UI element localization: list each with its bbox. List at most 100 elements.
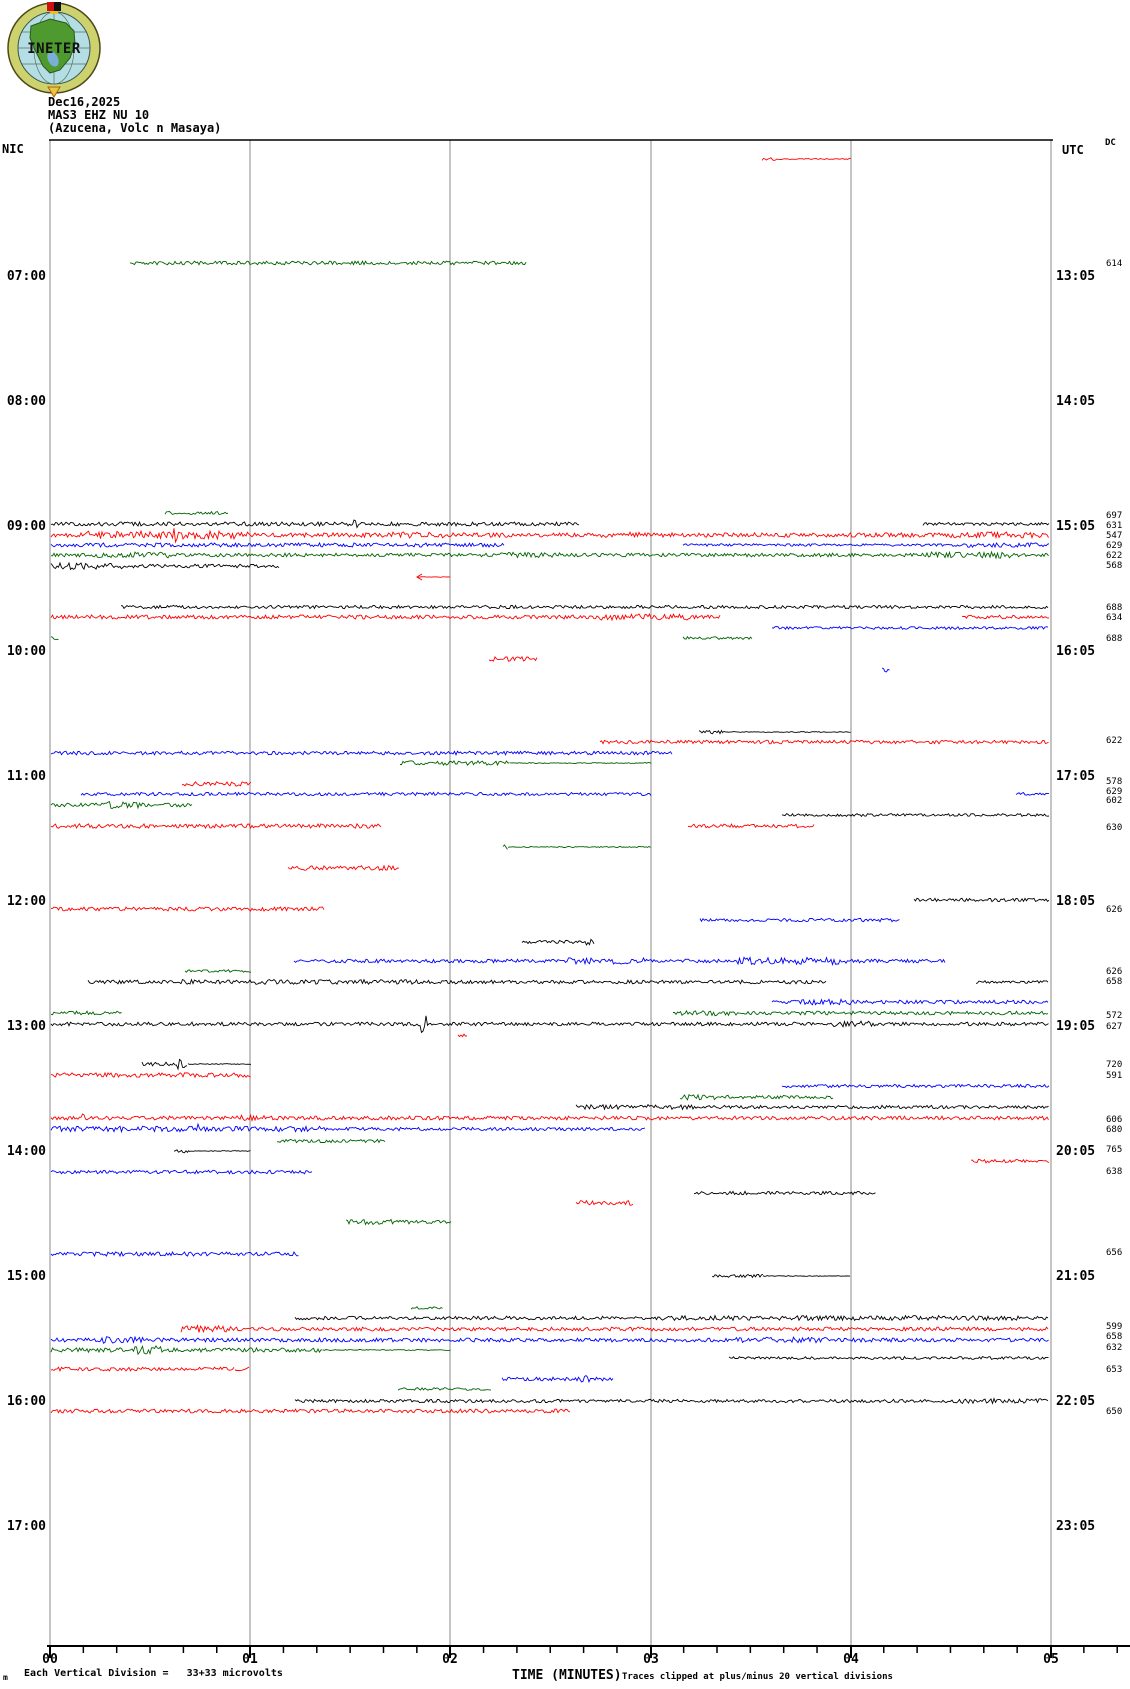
seismo-trace (345, 1218, 452, 1226)
scale-text: Each Vertical Division = (24, 1668, 169, 1679)
dc-offset-value: 631 (1106, 521, 1123, 531)
scale-value: 33+33 microvolts (186, 1668, 283, 1679)
logo-lake (47, 51, 59, 67)
seismo-trace (184, 969, 252, 973)
seismo-trace (913, 897, 1050, 903)
seismo-trace (181, 781, 252, 787)
seismo-trace (575, 1199, 634, 1206)
trace-arrow-left (416, 573, 423, 581)
seismo-trace (50, 1408, 571, 1414)
logo-flag-red (47, 2, 54, 11)
utc-time-label: 15:05 (1056, 519, 1096, 534)
seismo-trace (294, 1314, 1049, 1322)
seismo-trace (50, 550, 1049, 560)
utc-time-label: 13:05 (1056, 269, 1096, 284)
dc-offset-value: 630 (1106, 823, 1123, 833)
dc-offset-value: 658 (1106, 977, 1123, 987)
header-date: Dec16,2025 (48, 95, 121, 109)
local-time-label: 09:00 (6, 519, 46, 534)
seismo-trace (293, 956, 946, 967)
local-time-label: 10:00 (6, 644, 46, 659)
dc-offset-value: 656 (1106, 1248, 1123, 1258)
local-time-label: 15:00 (6, 1269, 46, 1284)
seismo-trace (50, 528, 1049, 544)
seismo-trace (80, 791, 652, 797)
seismo-trace (50, 1335, 1049, 1344)
dc-offset-value: 688 (1106, 634, 1123, 644)
seismo-trace (728, 1355, 1049, 1360)
seismo-trace (50, 519, 580, 529)
seismo-trace (502, 844, 508, 850)
scale-spacer (169, 1668, 187, 1679)
seismo-trace (410, 1306, 443, 1310)
utc-time-label: 19:05 (1056, 1019, 1096, 1034)
seismo-trace (188, 1150, 251, 1152)
seismo-trace (50, 1015, 1049, 1034)
tz-label-nic: NIC (2, 142, 24, 156)
seismo-trace (187, 1063, 251, 1065)
seismo-trace (762, 1275, 851, 1277)
seismo-trace (129, 260, 527, 266)
x-axis-tick-label: 00 (42, 1652, 58, 1667)
header-station: MAS3 EHZ NU 10 (48, 108, 150, 122)
seismo-trace (50, 822, 382, 830)
dc-offset-value: 629 (1106, 541, 1123, 551)
seismo-trace (51, 906, 325, 912)
seismo-trace (457, 1033, 468, 1038)
seismo-trace (50, 636, 59, 641)
dc-offset-value: 629 (1106, 787, 1123, 797)
seismo-trace (509, 762, 652, 764)
seismo-trace (781, 812, 1050, 818)
dc-offset-value: 602 (1106, 796, 1123, 806)
seismo-trace (761, 157, 851, 161)
utc-time-label: 23:05 (1056, 1519, 1096, 1534)
seismo-trace (50, 1344, 323, 1356)
seismo-trace (682, 635, 753, 641)
utc-time-label: 20:05 (1056, 1144, 1096, 1159)
dc-offset-value: 606 (1106, 1115, 1123, 1125)
utc-time-label: 18:05 (1056, 894, 1096, 909)
dc-offset-value: 578 (1106, 777, 1123, 787)
dc-offset-value: 626 (1106, 967, 1123, 977)
clipping-note: Traces clipped at plus/minus 20 vertical… (622, 1672, 893, 1682)
seismo-trace (50, 1010, 122, 1016)
x-axis-title: TIME (MINUTES) (512, 1668, 622, 1683)
seismo-trace (521, 938, 595, 946)
dc-offset-value: 622 (1106, 736, 1123, 746)
dc-offset-value: 680 (1106, 1125, 1123, 1135)
seismo-trace (922, 521, 1050, 527)
seismo-trace (50, 800, 193, 810)
local-time-label: 14:00 (6, 1144, 46, 1159)
dc-offset-value: 632 (1106, 1343, 1123, 1353)
seismo-trace (416, 576, 451, 578)
vertical-division-scale: Each Vertical Division = 33+33 microvolt… (24, 1668, 283, 1679)
seismo-trace (50, 1113, 1049, 1123)
dc-offset-value: 720 (1106, 1060, 1123, 1070)
seismo-trace (287, 864, 399, 871)
trace-end-hook (234, 1366, 250, 1372)
dc-offset-value: 591 (1106, 1071, 1123, 1081)
seismo-trace (322, 1348, 451, 1351)
seismo-trace (397, 1387, 491, 1391)
dc-offset-value: 638 (1106, 1167, 1123, 1177)
local-time-label: 08:00 (6, 394, 46, 409)
x-axis-tick-label: 03 (643, 1652, 659, 1667)
logo-pushpin (47, 86, 61, 98)
utc-time-label: 16:05 (1056, 644, 1096, 659)
dc-offset-value: 626 (1106, 905, 1123, 915)
seismo-trace (120, 604, 1049, 610)
dc-offset-value: 622 (1106, 551, 1123, 561)
logo-org-text: INETER (27, 41, 81, 57)
seismo-trace (173, 1149, 190, 1154)
seismo-trace (276, 1138, 386, 1144)
x-axis-tick-label: 01 (242, 1652, 258, 1667)
seismo-trace (164, 510, 229, 515)
seismo-trace (488, 655, 538, 662)
seismo-trace (294, 1397, 1049, 1405)
seismo-trace (1015, 792, 1050, 796)
tz-label-utc: UTC (1062, 143, 1084, 157)
seismo-trace (975, 979, 1049, 984)
dc-offset-value: 697 (1106, 511, 1123, 521)
dc-offset-value: 599 (1106, 1322, 1123, 1332)
